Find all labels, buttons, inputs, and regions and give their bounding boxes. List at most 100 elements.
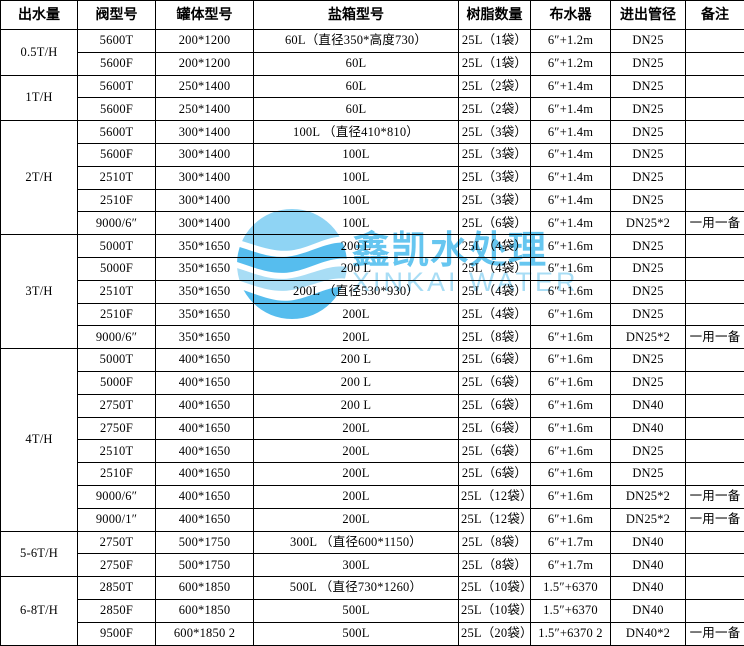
cell-resin-amount: 25L（4袋）	[459, 303, 531, 326]
cell-valve-model: 5600T	[78, 75, 156, 98]
cell-remark	[686, 98, 744, 121]
table-header: 出水量 阀型号 罐体型号 盐箱型号 树脂数量 布水器 进出管径 备注	[1, 1, 744, 30]
cell-distributor: 6″+1.6m	[531, 371, 611, 394]
cell-tank-model: 350*1650	[156, 235, 254, 258]
cell-flow-rate: 5-6T/H	[1, 531, 78, 577]
cell-resin-amount: 25L（6袋）	[459, 212, 531, 235]
cell-valve-model: 2510T	[78, 440, 156, 463]
cell-salt-box: 200L	[254, 463, 459, 486]
cell-tank-model: 350*1650	[156, 326, 254, 349]
cell-remark	[686, 554, 744, 577]
cell-distributor: 6″+1.2m	[531, 52, 611, 75]
cell-distributor: 6″+1.6m	[531, 394, 611, 417]
header-row: 出水量 阀型号 罐体型号 盐箱型号 树脂数量 布水器 进出管径 备注	[1, 1, 744, 30]
cell-remark: 一用一备	[686, 622, 744, 645]
cell-tank-model: 300*1400	[156, 166, 254, 189]
cell-salt-box: 500L	[254, 622, 459, 645]
cell-pipe-diameter: DN25	[611, 440, 686, 463]
cell-resin-amount: 25L（2袋）	[459, 98, 531, 121]
cell-distributor: 6″+1.4m	[531, 212, 611, 235]
cell-salt-box: 200 L	[254, 394, 459, 417]
cell-tank-model: 250*1400	[156, 98, 254, 121]
cell-distributor: 6″+1.4m	[531, 166, 611, 189]
cell-salt-box: 200L	[254, 303, 459, 326]
cell-valve-model: 9000/6″	[78, 212, 156, 235]
cell-remark	[686, 166, 744, 189]
cell-resin-amount: 25L（4袋）	[459, 235, 531, 258]
cell-remark	[686, 121, 744, 144]
header-flow: 出水量	[1, 1, 78, 30]
cell-pipe-diameter: DN40	[611, 599, 686, 622]
cell-flow-rate: 0.5T/H	[1, 30, 78, 76]
cell-salt-box: 100L	[254, 189, 459, 212]
cell-distributor: 6″+1.6m	[531, 303, 611, 326]
cell-distributor: 1.5″+6370	[531, 577, 611, 600]
cell-pipe-diameter: DN25*2	[611, 508, 686, 531]
cell-salt-box: 60L（直径350*高度730）	[254, 30, 459, 53]
cell-tank-model: 250*1400	[156, 75, 254, 98]
cell-salt-box: 200L	[254, 326, 459, 349]
cell-flow-rate: 4T/H	[1, 349, 78, 531]
cell-valve-model: 5600T	[78, 30, 156, 53]
cell-pipe-diameter: DN40	[611, 394, 686, 417]
cell-resin-amount: 25L（1袋）	[459, 30, 531, 53]
cell-valve-model: 2850F	[78, 599, 156, 622]
cell-pipe-diameter: DN25	[611, 280, 686, 303]
cell-salt-box: 300L	[254, 554, 459, 577]
cell-valve-model: 2510T	[78, 280, 156, 303]
cell-salt-box: 200L	[254, 440, 459, 463]
cell-resin-amount: 25L（4袋）	[459, 280, 531, 303]
cell-remark	[686, 280, 744, 303]
cell-tank-model: 300*1400	[156, 143, 254, 166]
cell-distributor: 6″+1.4m	[531, 75, 611, 98]
cell-valve-model: 5600F	[78, 98, 156, 121]
cell-salt-box: 200L	[254, 417, 459, 440]
header-remark: 备注	[686, 1, 744, 30]
cell-distributor: 6″+1.6m	[531, 417, 611, 440]
cell-pipe-diameter: DN25	[611, 52, 686, 75]
header-tank: 罐体型号	[156, 1, 254, 30]
cell-resin-amount: 25L（3袋）	[459, 121, 531, 144]
cell-salt-box: 100L （直径410*810）	[254, 121, 459, 144]
cell-distributor: 6″+1.6m	[531, 463, 611, 486]
cell-salt-box: 300L （直径600*1150）	[254, 531, 459, 554]
cell-tank-model: 400*1650	[156, 440, 254, 463]
cell-remark	[686, 30, 744, 53]
cell-pipe-diameter: DN25*2	[611, 485, 686, 508]
cell-distributor: 6″+1.2m	[531, 30, 611, 53]
cell-remark	[686, 75, 744, 98]
cell-remark	[686, 371, 744, 394]
cell-resin-amount: 25L（6袋）	[459, 394, 531, 417]
cell-valve-model: 5000F	[78, 371, 156, 394]
cell-salt-box: 200 L	[254, 371, 459, 394]
cell-salt-box: 100L	[254, 212, 459, 235]
cell-valve-model: 2750F	[78, 417, 156, 440]
cell-distributor: 1.5″+6370	[531, 599, 611, 622]
cell-distributor: 6″+1.4m	[531, 98, 611, 121]
header-salt-box: 盐箱型号	[254, 1, 459, 30]
cell-pipe-diameter: DN40	[611, 417, 686, 440]
cell-pipe-diameter: DN25	[611, 189, 686, 212]
cell-valve-model: 9500F	[78, 622, 156, 645]
cell-tank-model: 500*1750	[156, 531, 254, 554]
cell-valve-model: 5600T	[78, 121, 156, 144]
header-resin: 树脂数量	[459, 1, 531, 30]
cell-remark	[686, 235, 744, 258]
cell-remark	[686, 599, 744, 622]
cell-flow-rate: 1T/H	[1, 75, 78, 121]
cell-pipe-diameter: DN25	[611, 143, 686, 166]
cell-resin-amount: 25L（6袋）	[459, 463, 531, 486]
cell-valve-model: 5000T	[78, 349, 156, 372]
cell-tank-model: 600*1850	[156, 599, 254, 622]
cell-resin-amount: 25L（6袋）	[459, 371, 531, 394]
cell-tank-model: 300*1400	[156, 212, 254, 235]
cell-distributor: 6″+1.6m	[531, 326, 611, 349]
